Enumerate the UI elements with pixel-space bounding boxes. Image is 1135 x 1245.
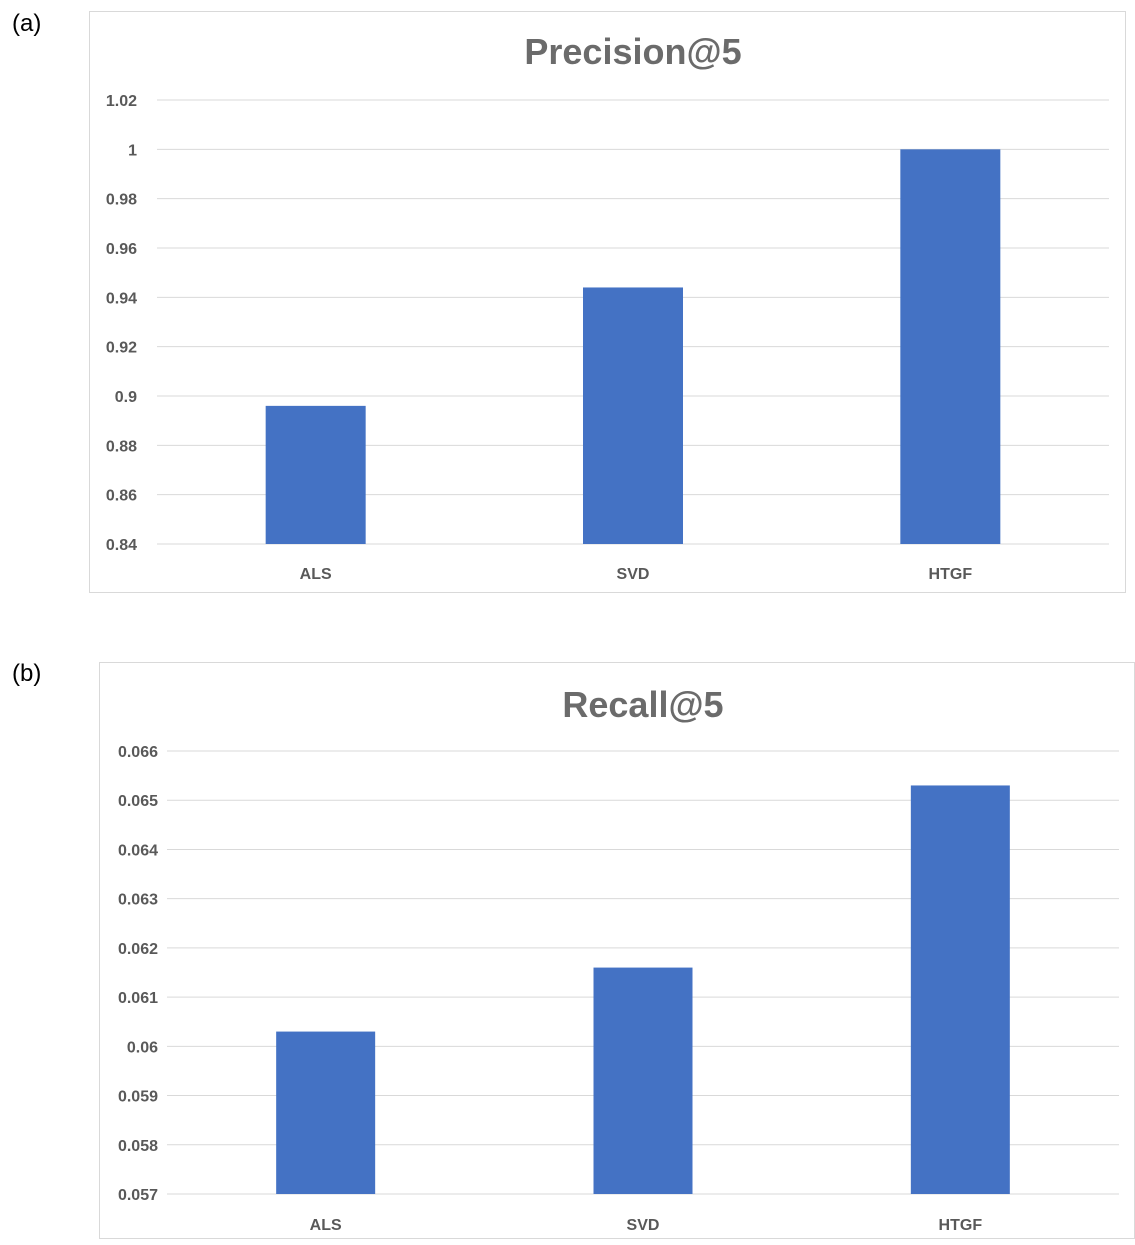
y-tick-label: 0.058 (118, 1138, 158, 1155)
y-tick-label: 0.062 (118, 941, 158, 958)
y-tick-label: 0.061 (118, 990, 158, 1007)
y-tick-label: 0.06 (127, 1039, 158, 1056)
x-tick-label: HTGF (939, 1217, 983, 1234)
y-tick-label: 0.84 (106, 537, 137, 554)
y-tick-label: 0.94 (106, 290, 137, 307)
x-tick-label: ALS (300, 566, 332, 583)
y-tick-label: 0.063 (118, 892, 158, 909)
bar-svd (583, 287, 683, 544)
y-tick-label: 0.98 (106, 192, 137, 209)
chart-title: Recall@5 (562, 684, 723, 725)
x-tick-label: SVD (627, 1217, 660, 1234)
chart-precision: Precision@5 0.84 0.86 0.88 0.9 0.92 0.94 0.96 0.… (89, 11, 1126, 593)
bar-htgf (910, 785, 1010, 1194)
y-tick-label: 0.92 (106, 340, 137, 357)
bar-als (265, 405, 366, 544)
precision-bar-chart: Precision@5 0.84 0.86 0.88 0.9 0.92 0.94 0.96 0.… (106, 31, 1109, 583)
y-tick-label: 0.86 (106, 488, 137, 505)
y-tick-label: 1.02 (106, 93, 137, 110)
y-tick-label: 0.057 (118, 1187, 158, 1204)
panel-label-a: (a) (12, 10, 42, 37)
recall-bar-chart: Recall@5 0.057 0.058 0.059 0.06 0.061 0.062 0.0… (118, 684, 1119, 1234)
y-tick-label: 0.064 (118, 842, 158, 859)
y-tick-label: 1 (128, 142, 137, 159)
bar-svd (593, 967, 693, 1194)
y-tick-label: 0.065 (118, 793, 158, 810)
y-tick-label: 0.066 (118, 744, 158, 761)
bar-htgf (900, 149, 1001, 545)
y-tick-label: 0.96 (106, 241, 137, 258)
x-tick-label: ALS (310, 1217, 342, 1234)
chart-recall: Recall@5 0.057 0.058 0.059 0.06 0.061 0.062 0.0… (99, 662, 1135, 1239)
x-tick-label: SVD (617, 566, 650, 583)
x-tick-label: HTGF (929, 566, 973, 583)
chart-title: Precision@5 (524, 31, 741, 72)
bar-als (276, 1031, 376, 1194)
y-tick-label: 0.059 (118, 1089, 158, 1106)
panel-label-b: (b) (12, 660, 42, 687)
y-tick-label: 0.9 (115, 389, 137, 406)
y-tick-label: 0.88 (106, 438, 137, 455)
